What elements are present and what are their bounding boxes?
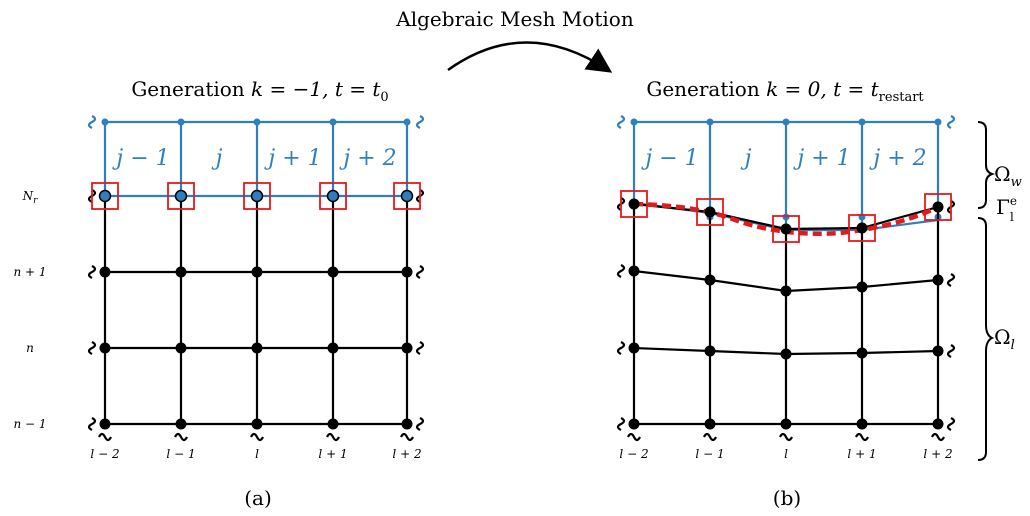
row-label: n xyxy=(26,341,34,355)
cell-label: j − 1 xyxy=(640,146,698,171)
panel-a-title: Generation k = −1, t = t0 xyxy=(131,77,388,105)
gamma-label: Γe l xyxy=(996,194,1017,224)
column-label: l − 1 xyxy=(695,447,724,461)
row-label: n + 1 xyxy=(13,265,46,279)
panel-b-column-labels: l − 2 l − 1 l l + 1 l + 2 xyxy=(619,447,952,461)
column-label: l xyxy=(784,447,788,461)
column-label: l − 1 xyxy=(166,447,195,461)
panel-a-cell-labels: j − 1 j j + 1 j + 2 xyxy=(111,146,396,171)
panel-a-black-nodes xyxy=(99,266,413,430)
cell-label: j xyxy=(740,146,752,171)
panel-a: Generation k = −1, t = t0 j − 1 j j + 1 … xyxy=(13,77,425,510)
cell-label: j + 2 xyxy=(868,146,926,171)
panel-a-interface-nodes xyxy=(91,182,421,210)
panel-b-cell-labels: j − 1 j j + 1 j + 2 xyxy=(640,146,926,171)
column-label: l xyxy=(255,447,259,461)
panel-a-black-grid xyxy=(87,189,425,442)
panel-a-blue-top-nodes xyxy=(101,118,411,126)
column-label: l + 2 xyxy=(392,447,421,461)
omega-w-label: Ωw xyxy=(994,162,1022,190)
column-label: l + 1 xyxy=(847,447,876,461)
panel-b-blue-grid xyxy=(616,115,956,232)
column-label: l − 2 xyxy=(90,447,119,461)
panel-a-row-labels: Nr n + 1 n n − 1 xyxy=(13,189,46,431)
region-labels: Ωw Γe l Ωl xyxy=(994,162,1022,353)
panel-b-caption: (b) xyxy=(773,486,801,510)
column-label: l + 2 xyxy=(923,447,952,461)
region-braces xyxy=(977,121,996,461)
top-label: Algebraic Mesh Motion xyxy=(395,7,634,31)
cell-label: j + 2 xyxy=(338,146,396,171)
cell-label: j − 1 xyxy=(111,146,169,171)
omega-l-brace xyxy=(977,217,995,461)
row-label: n − 1 xyxy=(13,417,46,431)
panel-a-caption: (a) xyxy=(244,486,272,510)
motion-arrow xyxy=(447,41,613,73)
panel-b: Generation k = 0, t = trestart j − 1 j j… xyxy=(616,77,956,510)
column-label: l − 2 xyxy=(619,447,648,461)
row-label: Nr xyxy=(22,189,39,206)
omega-l-label: Ωl xyxy=(994,325,1015,353)
cell-label: j + 1 xyxy=(792,146,850,171)
panel-b-interface-nodes xyxy=(620,190,952,243)
omega-w-brace xyxy=(977,121,996,209)
panel-b-black-nodes xyxy=(628,265,944,430)
panel-a-column-labels: l − 2 l − 1 l l + 1 l + 2 xyxy=(90,447,421,461)
panel-b-title: Generation k = 0, t = trestart xyxy=(646,77,924,105)
cell-label: j + 1 xyxy=(263,146,321,171)
cell-label: j xyxy=(211,146,223,171)
column-label: l + 1 xyxy=(318,447,347,461)
